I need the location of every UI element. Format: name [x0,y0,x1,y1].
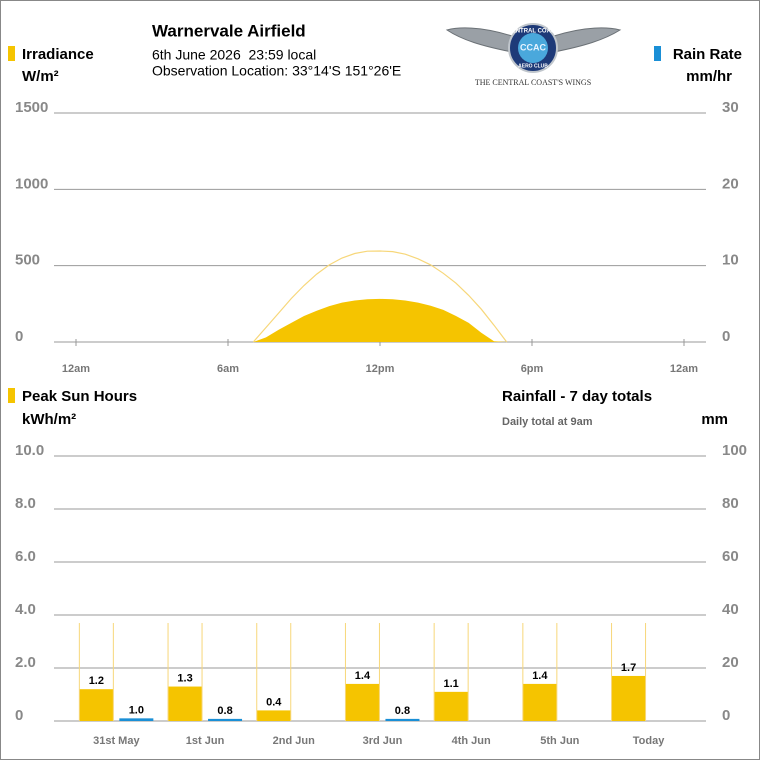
y-tick-label: 1000 [15,175,48,192]
y2-tick-label: 40 [722,601,739,618]
value-label: 1.7 [621,662,636,674]
series-line [252,250,508,343]
clear-sky-outline [256,622,292,721]
y2-tick-label: 0 [722,707,730,724]
logo-tagline: THE CENTRAL COAST'S WINGS [475,78,591,87]
y2-tick-label: 80 [722,495,739,512]
legend-swatch [8,388,15,403]
value-label: 1.3 [177,672,192,684]
y2-tick-label: 20 [722,175,739,192]
y-tick-label: 8.0 [15,495,36,512]
value-label: 0.8 [395,705,410,717]
y-tick-label: 2.0 [15,654,36,671]
left-wing [445,27,513,53]
x-tick-label: 6am [217,363,239,375]
logo-monogram: CCAC [520,42,546,52]
y2-tick-label: 10 [722,252,739,269]
value-label: 1.4 [355,670,371,682]
x-tick-label: 1st Jun [186,735,225,747]
value-label: 0.4 [266,696,282,708]
legend-note: Daily total at 9am [502,416,593,428]
x-tick-label: 5th Jun [540,735,579,747]
clear-sky-outline [344,622,380,721]
bar [611,675,646,721]
value-label: 1.4 [532,670,548,682]
y-tick-label: 0 [15,707,23,724]
legend-unit: mm [701,411,728,428]
legend-label: Rain Rate [673,46,742,63]
y-tick-label: 1500 [15,99,48,116]
observation-location: Observation Location: 33°14'S 151°26'E [152,63,401,79]
y-tick-label: 6.0 [15,548,36,565]
y-tick-label: 0 [15,328,23,345]
bar [79,689,114,721]
x-tick-label: 2nd Jun [273,735,315,747]
x-tick-label: 6pm [521,363,544,375]
irradiance-area [253,298,507,342]
legend-unit: kWh/m² [22,411,76,428]
clear-sky-outline [433,622,469,721]
y2-tick-label: 100 [722,442,747,459]
logo-ring-top: CENTRAL COAST [507,29,559,35]
bar [208,718,243,721]
bar [434,691,469,721]
clear-sky-outline [167,622,203,721]
observation-time: 6th June 2026 23:59 local [152,47,316,63]
x-tick-label: Today [633,735,665,747]
clear-sky-outline [78,622,114,721]
bar [345,683,380,721]
value-label: 1.2 [89,675,104,687]
x-tick-label: 4th Jun [452,735,491,747]
logo-ring-bottom: AERO CLUB [518,63,548,69]
bar [522,683,557,721]
logo-center [518,33,548,63]
clear-sky-outline [611,622,647,721]
y-tick-label: 10.0 [15,442,44,459]
x-tick-label: 31st May [93,735,140,747]
bar [119,718,154,721]
y-tick-label: 500 [15,252,40,269]
bar [168,686,203,721]
value-label: 0.8 [217,705,232,717]
legend-unit: mm/hr [686,68,732,85]
station-title: Warnervale Airfield [152,21,306,40]
value-label: 1.1 [444,678,459,690]
bar [256,710,291,721]
club-logo: CENTRAL COAST AERO CLUB CCAC THE CENTRAL… [445,23,622,87]
legend-swatch [8,46,15,61]
x-tick-label: 3rd Jun [363,735,403,747]
y-tick-label: 4.0 [15,601,36,618]
legend-label: Rainfall - 7 day totals [502,388,652,405]
value-label: 1.0 [129,704,144,716]
legend-unit: W/m² [22,68,59,85]
right-wing [553,27,622,53]
legend-label: Irradiance [22,46,94,63]
y2-tick-label: 30 [722,99,739,116]
clear-sky-outline [522,622,558,721]
y2-tick-label: 20 [722,654,739,671]
legend-swatch [654,46,661,61]
y2-tick-label: 60 [722,548,739,565]
x-tick-label: 12am [670,363,698,375]
bar [385,718,420,721]
legend-label: Peak Sun Hours [22,388,137,405]
y2-tick-label: 0 [722,328,730,345]
x-tick-label: 12am [62,363,90,375]
x-tick-label: 12pm [366,363,395,375]
